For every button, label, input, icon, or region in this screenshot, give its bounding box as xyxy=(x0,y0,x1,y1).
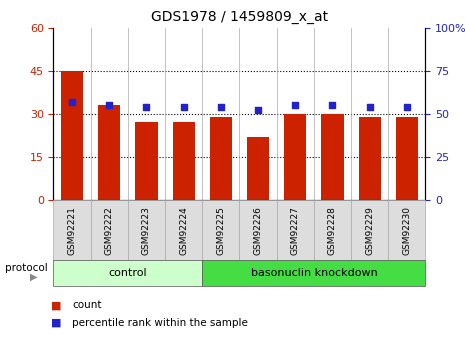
Text: GSM92224: GSM92224 xyxy=(179,206,188,255)
Text: ■: ■ xyxy=(51,300,62,310)
Text: control: control xyxy=(108,268,147,278)
Point xyxy=(403,104,411,110)
Point xyxy=(180,104,187,110)
Text: count: count xyxy=(72,300,101,310)
Text: GSM92228: GSM92228 xyxy=(328,206,337,255)
Text: GSM92226: GSM92226 xyxy=(253,206,263,255)
Point xyxy=(68,99,76,105)
Text: percentile rank within the sample: percentile rank within the sample xyxy=(72,318,248,327)
Text: GSM92230: GSM92230 xyxy=(402,206,412,255)
Point xyxy=(217,104,225,110)
Text: GSM92225: GSM92225 xyxy=(216,206,226,255)
Text: GSM92221: GSM92221 xyxy=(67,206,77,255)
Point xyxy=(143,104,150,110)
Bar xyxy=(210,117,232,200)
Bar xyxy=(135,122,158,200)
Point xyxy=(329,102,336,108)
Text: GSM92223: GSM92223 xyxy=(142,206,151,255)
Point xyxy=(254,108,262,113)
Bar xyxy=(61,71,83,200)
Bar xyxy=(321,114,344,200)
Point xyxy=(106,102,113,108)
Point xyxy=(366,104,373,110)
Bar xyxy=(284,114,306,200)
Bar xyxy=(247,137,269,200)
Text: basonuclin knockdown: basonuclin knockdown xyxy=(251,268,377,278)
Text: ■: ■ xyxy=(51,318,62,327)
Text: GSM92222: GSM92222 xyxy=(105,206,114,255)
Text: GSM92229: GSM92229 xyxy=(365,206,374,255)
Bar xyxy=(396,117,418,200)
Text: ▶: ▶ xyxy=(30,272,38,282)
Bar xyxy=(359,117,381,200)
Title: GDS1978 / 1459809_x_at: GDS1978 / 1459809_x_at xyxy=(151,10,328,24)
Text: GSM92227: GSM92227 xyxy=(291,206,300,255)
Bar xyxy=(173,122,195,200)
Text: protocol: protocol xyxy=(5,263,47,273)
Point xyxy=(292,102,299,108)
Bar xyxy=(98,105,120,200)
